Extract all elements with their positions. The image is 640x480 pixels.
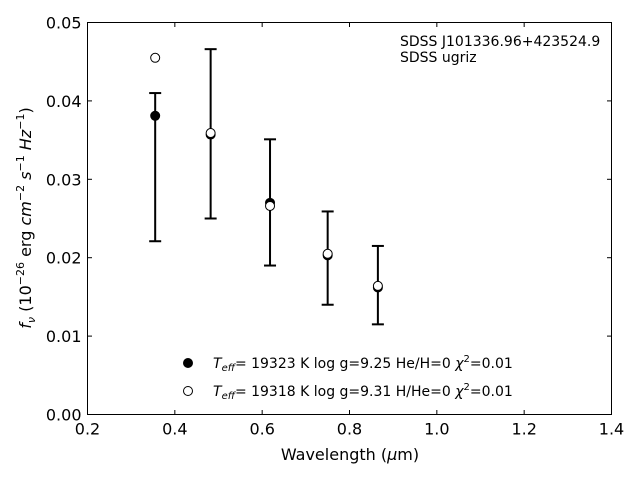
y-axis-label: fν (10−26 erg cm−2 s−1 Hz−1) — [14, 107, 38, 328]
point-open — [322, 248, 333, 259]
point-open — [372, 280, 383, 291]
point-open — [150, 52, 161, 63]
x-tick-label: 1.4 — [599, 420, 624, 439]
y-tick-label: 0.04 — [46, 92, 82, 111]
legend-marker-filled — [183, 358, 193, 368]
legend: Teff= 19323 K log g=9.25 He/H=0 χ2=0.01 … — [183, 354, 513, 402]
x-tick-label: 0.4 — [162, 420, 187, 439]
point-open — [205, 128, 216, 139]
y-tick-label: 0.05 — [46, 14, 82, 33]
plot-area — [87, 22, 612, 415]
point-open — [265, 200, 276, 211]
axis-ticks: 0.2 0.4 0.6 0.8 1.0 1.2 1.4 0.00 0.01 0.02 0.03 0.0… — [46, 14, 624, 439]
annotation-photometry: SDSS ugriz — [400, 50, 477, 66]
y-tick-label: 0.01 — [46, 327, 82, 346]
x-axis-label: Wavelength (μm) — [281, 445, 419, 464]
y-tick-label: 0.02 — [46, 249, 82, 268]
annotation-object-name: SDSS J101336.96+423524.9 — [400, 34, 600, 50]
y-tick-label: 0.00 — [46, 406, 82, 425]
x-tick-label: 0.6 — [249, 420, 274, 439]
x-tick-label: 1.2 — [511, 420, 536, 439]
point-filled — [150, 110, 161, 121]
y-tick-label: 0.03 — [46, 170, 82, 189]
x-tick-label: 0.8 — [337, 420, 362, 439]
legend-label-1: Teff= 19323 K log g=9.25 He/H=0 χ2=0.01 — [213, 354, 513, 374]
legend-marker-open — [183, 386, 193, 396]
legend-label-2: Teff= 19318 K log g=9.31 H/He=0 χ2=0.01 — [213, 382, 513, 402]
x-tick-label: 0.2 — [75, 420, 100, 439]
data-points — [150, 52, 383, 293]
x-tick-label: 1.0 — [424, 420, 449, 439]
